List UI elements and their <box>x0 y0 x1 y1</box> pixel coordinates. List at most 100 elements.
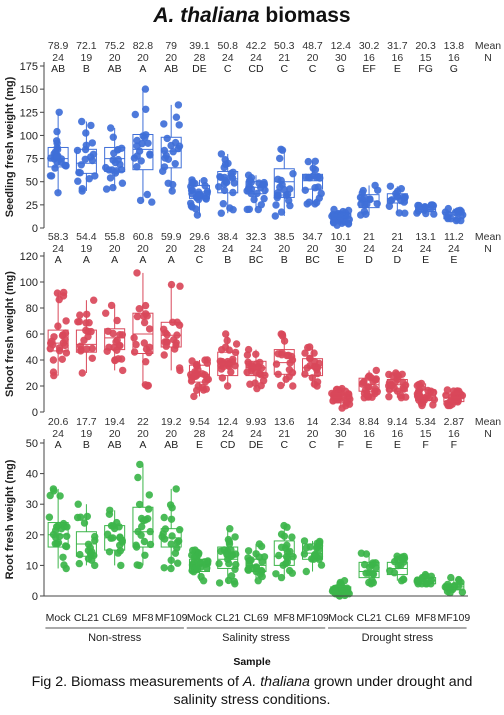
significance-letter: B <box>83 63 90 75</box>
significance-letter: E <box>366 439 373 451</box>
data-point <box>317 189 325 198</box>
data-point <box>215 183 223 191</box>
chart-title: A. thaliana biomass <box>0 4 504 28</box>
mean-value: 75.2 <box>104 40 125 52</box>
data-point <box>257 381 265 390</box>
significance-letter: D <box>394 254 402 266</box>
data-point <box>76 513 85 521</box>
n-value: 24 <box>250 428 262 440</box>
data-point <box>260 178 268 187</box>
data-point <box>88 354 97 362</box>
n-value: 24 <box>52 52 64 64</box>
n-value: 16 <box>448 428 460 440</box>
y-tick-label: 60 <box>26 329 38 341</box>
data-point <box>447 573 455 582</box>
data-point <box>78 117 86 126</box>
data-point <box>200 177 208 185</box>
figure-caption: Fig 2. Biomass measurements of A. thalia… <box>20 673 484 709</box>
significance-letter: B <box>83 439 90 451</box>
data-point <box>272 201 280 209</box>
n-value: 21 <box>278 52 290 64</box>
data-point <box>244 566 253 574</box>
data-point <box>285 373 293 381</box>
chart-title-rest: biomass <box>259 4 351 27</box>
n-value: 24 <box>52 428 64 440</box>
data-point <box>385 202 394 210</box>
data-point <box>83 512 92 521</box>
data-point <box>257 371 265 379</box>
data-point <box>176 526 184 534</box>
data-point <box>161 154 169 162</box>
significance-letter: A <box>139 439 146 451</box>
data-point <box>215 559 223 568</box>
mean-value: 19.4 <box>104 416 125 428</box>
data-point <box>225 559 233 568</box>
data-point <box>53 127 61 136</box>
box <box>273 168 295 198</box>
data-point <box>141 85 150 93</box>
mean-value: 20.6 <box>48 416 69 428</box>
x-tick-label: MF109 <box>296 612 329 624</box>
significance-letter: A <box>139 254 146 266</box>
significance-letter: FG <box>418 63 433 75</box>
data-point <box>313 198 321 207</box>
data-point <box>219 200 227 208</box>
mean-value: 30.2 <box>359 40 380 52</box>
data-point <box>401 209 409 217</box>
data-point <box>160 351 168 359</box>
significance-letter: B <box>224 254 231 266</box>
data-point <box>78 369 87 377</box>
data-point <box>84 332 92 341</box>
data-point <box>133 269 141 277</box>
data-point <box>117 561 125 570</box>
data-point <box>137 531 145 539</box>
x-axis-title: Sample <box>233 656 271 668</box>
data-point <box>49 368 58 376</box>
data-point <box>171 160 179 168</box>
data-point <box>244 554 252 562</box>
significance-letter: C <box>280 63 288 75</box>
mean-value: 13.8 <box>444 40 465 52</box>
data-point <box>317 561 326 569</box>
n-value: 24 <box>250 243 262 255</box>
data-point <box>257 201 265 209</box>
box <box>104 146 126 173</box>
mean-value: 9.14 <box>387 416 408 428</box>
significance-letter: AB <box>108 439 122 451</box>
n-value: 28 <box>194 428 206 440</box>
data-point <box>172 485 180 493</box>
caption-prefix: Fig 2. Biomass measurements of <box>31 674 243 690</box>
n-header: N <box>484 428 492 440</box>
data-point <box>91 536 99 545</box>
data-point <box>222 330 230 338</box>
data-point <box>304 343 312 352</box>
data-point <box>372 366 380 375</box>
chart-title-species: A. thaliana <box>153 4 260 27</box>
data-point <box>189 178 197 186</box>
data-point <box>118 179 127 187</box>
data-point <box>204 375 212 384</box>
mean-value: 79 <box>165 40 177 52</box>
data-point <box>289 382 297 390</box>
data-point <box>226 525 234 533</box>
significance-letter: CD <box>220 439 236 451</box>
x-tick-label: Mock <box>328 612 354 624</box>
data-point <box>221 176 229 184</box>
y-tick-label: 0 <box>32 407 38 419</box>
mean-value: 55.8 <box>104 231 125 243</box>
data-point <box>217 209 225 217</box>
box <box>160 136 182 169</box>
data-point <box>109 183 117 192</box>
data-point <box>315 539 324 547</box>
mean-header: Mean <box>475 416 501 428</box>
data-point <box>146 151 154 159</box>
data-point <box>174 101 183 109</box>
box <box>132 506 154 548</box>
data-point <box>361 194 369 202</box>
data-point <box>160 564 168 572</box>
mean-value: 42.2 <box>246 40 267 52</box>
significance-letter: C <box>196 254 204 266</box>
data-point <box>114 155 123 164</box>
n-value: 19 <box>81 52 93 64</box>
box <box>217 546 239 569</box>
